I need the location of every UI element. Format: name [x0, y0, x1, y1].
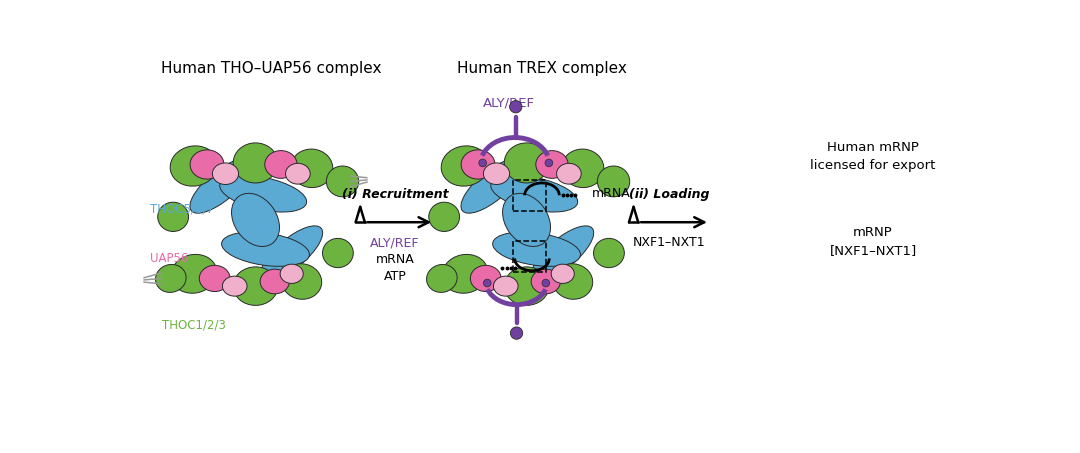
Ellipse shape: [461, 150, 495, 179]
Ellipse shape: [260, 269, 289, 294]
Ellipse shape: [531, 269, 561, 294]
Ellipse shape: [502, 193, 551, 246]
Ellipse shape: [233, 267, 278, 305]
Ellipse shape: [531, 226, 594, 280]
Ellipse shape: [594, 238, 624, 268]
Ellipse shape: [158, 202, 189, 231]
Ellipse shape: [156, 265, 186, 292]
Text: ATP: ATP: [383, 270, 406, 283]
Text: ALY/REF: ALY/REF: [370, 236, 420, 249]
Bar: [513, 180, 545, 211]
Text: Human TREX complex: Human TREX complex: [457, 61, 626, 76]
Ellipse shape: [511, 327, 523, 339]
Ellipse shape: [291, 149, 333, 188]
Ellipse shape: [553, 264, 593, 299]
Ellipse shape: [492, 232, 580, 266]
Ellipse shape: [504, 267, 549, 305]
Ellipse shape: [213, 163, 239, 184]
Ellipse shape: [542, 279, 550, 287]
Bar: [513, 241, 545, 272]
Text: (ii) Loading: (ii) Loading: [630, 188, 710, 201]
Text: (i) Recruitment: (i) Recruitment: [341, 188, 448, 201]
Ellipse shape: [494, 276, 518, 296]
Ellipse shape: [556, 164, 581, 184]
Text: UAP56: UAP56: [150, 252, 188, 265]
Text: mRNP
[NXF1–NXT1]: mRNP [NXF1–NXT1]: [829, 226, 917, 257]
Ellipse shape: [442, 146, 489, 186]
Ellipse shape: [190, 150, 224, 179]
Ellipse shape: [504, 143, 549, 183]
Ellipse shape: [470, 265, 501, 292]
Ellipse shape: [282, 264, 322, 299]
Ellipse shape: [326, 166, 359, 197]
Text: mRNA: mRNA: [592, 187, 631, 200]
Ellipse shape: [484, 279, 491, 287]
Ellipse shape: [510, 101, 522, 113]
Ellipse shape: [222, 276, 247, 296]
Ellipse shape: [551, 264, 575, 284]
Ellipse shape: [200, 265, 230, 292]
Ellipse shape: [221, 232, 310, 266]
Ellipse shape: [265, 150, 297, 178]
Ellipse shape: [597, 166, 630, 197]
Text: Human THO–UAP56 complex: Human THO–UAP56 complex: [161, 61, 381, 76]
Ellipse shape: [219, 175, 307, 212]
Ellipse shape: [461, 159, 523, 213]
Text: NXF1–NXT1: NXF1–NXT1: [633, 236, 705, 249]
Text: THOC5/6/7: THOC5/6/7: [150, 202, 214, 216]
Ellipse shape: [171, 255, 217, 293]
Ellipse shape: [478, 159, 486, 167]
Ellipse shape: [285, 164, 310, 184]
Ellipse shape: [536, 150, 568, 178]
Ellipse shape: [260, 226, 323, 280]
Ellipse shape: [490, 175, 578, 212]
Ellipse shape: [280, 264, 303, 284]
Ellipse shape: [233, 143, 278, 183]
Ellipse shape: [429, 202, 460, 231]
Text: ALY/REF: ALY/REF: [483, 96, 535, 109]
Ellipse shape: [562, 149, 604, 188]
Text: mRNA: mRNA: [376, 253, 415, 266]
Ellipse shape: [190, 159, 252, 213]
Ellipse shape: [231, 193, 280, 246]
Text: Human mRNP
licensed for export: Human mRNP licensed for export: [810, 141, 935, 172]
Ellipse shape: [442, 255, 488, 293]
Ellipse shape: [323, 238, 353, 268]
Ellipse shape: [427, 265, 457, 292]
Ellipse shape: [171, 146, 218, 186]
Text: THOC1/2/3: THOC1/2/3: [162, 318, 226, 331]
Ellipse shape: [545, 159, 553, 167]
Ellipse shape: [484, 163, 510, 184]
